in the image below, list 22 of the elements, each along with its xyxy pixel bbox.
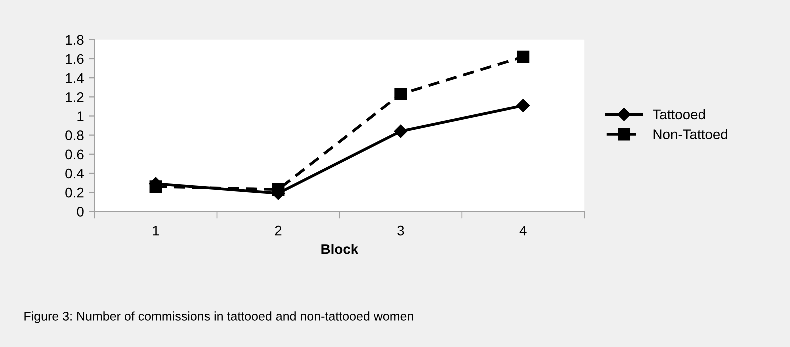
- caption: Figure 3: Number of commissions in tattooed and non-tattooed women: [24, 312, 414, 324]
- point: [394, 124, 408, 138]
- y-tick-label: 1: [78, 112, 84, 122]
- x-tick-label: 2: [275, 226, 282, 236]
- y-tick-label: 1.4: [66, 74, 84, 84]
- y-tick-label: 0.8: [66, 130, 84, 140]
- y-tick-label: 1.8: [66, 35, 84, 46]
- y-tick-label: 0: [77, 207, 84, 217]
- x-tick-label: 4: [520, 226, 527, 236]
- x-axis-title: Block: [322, 244, 359, 254]
- legend-label: Tattooed: [653, 109, 706, 120]
- y-tick-label: 1.2: [66, 92, 84, 102]
- point: [516, 99, 530, 112]
- legend-label: Non-Tattoed: [654, 129, 728, 140]
- y-tick-label: 0.6: [66, 150, 84, 160]
- x-tick-label: 3: [398, 226, 404, 236]
- y-tick-label: 0.2: [66, 188, 84, 198]
- point: [394, 88, 408, 101]
- y-tick-label: 1.6: [66, 54, 84, 64]
- x-tick-label: 1: [153, 226, 160, 236]
- point: [517, 50, 530, 64]
- y-tick-label: 0.4: [66, 168, 84, 179]
